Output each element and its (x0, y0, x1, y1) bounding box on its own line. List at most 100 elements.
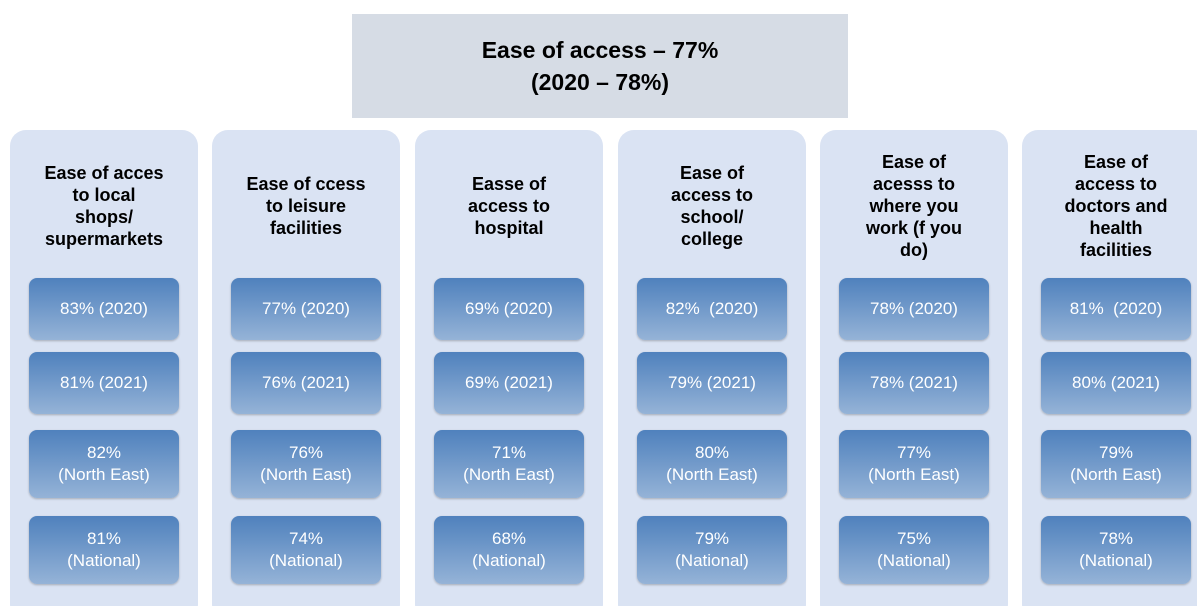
header-line: Ease of access – 77% (481, 37, 719, 63)
stat-line: 80% (694, 443, 730, 462)
title-line: Ease of (679, 163, 745, 183)
column: Ease of ccess to leisure facilities 77% (20… (212, 130, 400, 606)
stat-box: 78% (National) (1041, 516, 1191, 584)
title-line: doctors and (1064, 196, 1168, 216)
stat-box: 69% (2020) (434, 278, 584, 340)
stat-box: 78% (2021) (839, 352, 989, 414)
stat-line: 77% (896, 443, 932, 462)
column-title: Ease of acces to local shops/supermarkets (10, 142, 198, 270)
title-line: hospital (474, 218, 544, 238)
stat-line: 78% (2021) (870, 373, 958, 392)
stat-line: 83% (2020) (60, 299, 148, 318)
stat-line: 71% (491, 443, 527, 462)
title-line: do) (900, 240, 928, 260)
stat-line: (North East) (260, 465, 352, 484)
title-line: where you (869, 196, 959, 216)
stat-line: 75% (896, 529, 932, 548)
stat-line: (North East) (666, 465, 758, 484)
stat-line: 82% (86, 443, 122, 462)
stat-line: 81% (2021) (60, 373, 148, 392)
stat-box: 76% (2021) (231, 352, 381, 414)
column-title: Ease of acesss to where you work (f you do) (820, 142, 1008, 270)
column: Ease of access to doctors and health facilit… (1022, 130, 1197, 606)
stat-line: 76% (2021) (262, 373, 350, 392)
stat-line: 79% (1098, 443, 1134, 462)
stat-box: 77% (North East) (839, 430, 989, 498)
column-title: Ease of access to school/college (618, 142, 806, 270)
stat-line: (National) (1079, 551, 1153, 570)
stat-line: 69% (2020) (465, 299, 553, 318)
stat-line: (North East) (58, 465, 150, 484)
column-title: Ease of access to doctors and health facilit… (1022, 142, 1197, 270)
stat-line: 81% (86, 529, 122, 548)
title-line: supermarkets (44, 229, 164, 249)
stat-line: 81% (2020) (1069, 299, 1163, 318)
title-line: to leisure (265, 196, 347, 216)
stat-box: 77% (2020) (231, 278, 381, 340)
title-line: health (1089, 218, 1143, 238)
header-line: (2020 – 78%) (530, 69, 670, 95)
stat-line: 68% (491, 529, 527, 548)
column: Ease of acces to local shops/supermarkets 8… (10, 130, 198, 606)
stat-line: 74% (288, 529, 324, 548)
column: Ease of acesss to where you work (f you do) 7… (820, 130, 1008, 606)
stat-line: (National) (67, 551, 141, 570)
title-line: Easse of (471, 174, 547, 194)
title-line: access to (670, 185, 754, 205)
stat-line: 78% (2020) (870, 299, 958, 318)
title-line: access to (467, 196, 551, 216)
title-line: shops/ (74, 207, 133, 227)
stat-box: 79% (National) (637, 516, 787, 584)
stat-line: (North East) (1070, 465, 1162, 484)
stat-box: 75% (National) (839, 516, 989, 584)
stat-box: 81% (National) (29, 516, 179, 584)
title-line: school/ (680, 207, 744, 227)
stat-line: (National) (675, 551, 749, 570)
stat-box: 80% (North East) (637, 430, 787, 498)
stat-box: 83% (2020) (29, 278, 179, 340)
stat-line: 80% (2021) (1072, 373, 1160, 392)
title-line: Ease of ccess (246, 174, 366, 194)
title-line: acesss to (872, 174, 956, 194)
title-line: Ease of acces (44, 163, 164, 183)
title-line: Ease of (1083, 152, 1149, 172)
column-title: Easse of access to hospital (415, 142, 603, 270)
stat-box: 81% (2020) (1041, 278, 1191, 340)
stat-line: 77% (2020) (262, 299, 350, 318)
stat-line: (National) (269, 551, 343, 570)
stat-line: (National) (472, 551, 546, 570)
stat-box: 79% (North East) (1041, 430, 1191, 498)
stat-box: 71% (North East) (434, 430, 584, 498)
stat-line: 76% (288, 443, 324, 462)
stat-box: 82% (North East) (29, 430, 179, 498)
column: Ease of access to school/college 82% (2020)… (618, 130, 806, 606)
stat-box: 69% (2021) (434, 352, 584, 414)
stat-line: 69% (2021) (465, 373, 553, 392)
header: Ease of access – 77% (2020 – 78%) (352, 14, 848, 118)
stat-box: 80% (2021) (1041, 352, 1191, 414)
title-line: to local (72, 185, 136, 205)
stat-line: 79% (694, 529, 730, 548)
stat-line: (National) (877, 551, 951, 570)
stat-line: 82% (2020) (665, 299, 759, 318)
column-title: Ease of ccess to leisure facilities (212, 142, 400, 270)
stat-box: 82% (2020) (637, 278, 787, 340)
stat-box: 78% (2020) (839, 278, 989, 340)
title-line: Ease of (881, 152, 947, 172)
title-line: facilities (1079, 240, 1153, 260)
stat-box: 76% (North East) (231, 430, 381, 498)
title-line: work (f you (865, 218, 962, 238)
title-line: facilities (269, 218, 343, 238)
title-line: access to (1074, 174, 1158, 194)
stat-line: 78% (1098, 529, 1134, 548)
stat-line: (North East) (463, 465, 555, 484)
stat-box: 79% (2021) (637, 352, 787, 414)
stat-line: (North East) (868, 465, 960, 484)
stat-box: 68% (National) (434, 516, 584, 584)
stat-line: 79% (2021) (668, 373, 756, 392)
title-line: college (680, 229, 744, 249)
stat-box: 74% (National) (231, 516, 381, 584)
stat-box: 81% (2021) (29, 352, 179, 414)
column: Easse of access to hospital 69% (2020) 69% (… (415, 130, 603, 606)
